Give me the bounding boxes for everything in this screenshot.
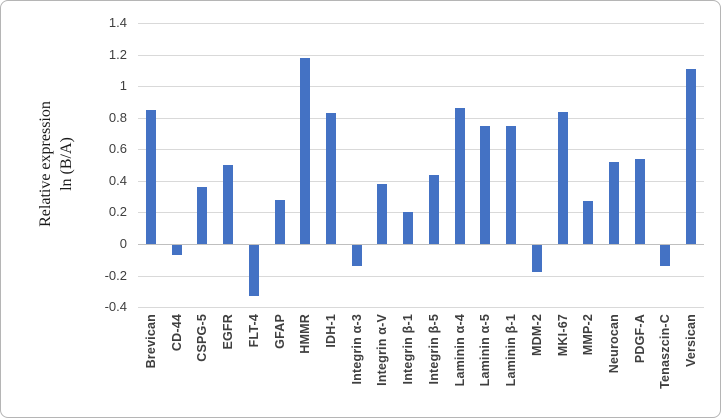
bar-Integrin β-1 xyxy=(403,212,414,244)
bar-GFAP xyxy=(274,199,285,244)
x-category-label: MKI-67 xyxy=(555,314,570,357)
y-tick-label: 1.4 xyxy=(108,15,127,31)
x-category-label: Integrin β-5 xyxy=(426,314,441,385)
x-category-label: IDH-1 xyxy=(324,314,338,348)
gridline xyxy=(138,54,704,56)
y-tick-label: 1 xyxy=(119,78,127,94)
y-tick-label: 0.8 xyxy=(108,109,127,125)
gridline xyxy=(138,117,704,119)
gridline xyxy=(138,86,704,88)
bar-MDM-2 xyxy=(531,245,542,272)
bar-EGFR xyxy=(223,165,233,244)
gridline xyxy=(138,23,704,25)
bar-Laminin α-4 xyxy=(454,108,465,244)
y-axis-title-line2: ln (B/A) xyxy=(58,137,75,191)
x-category-label: Laminin α-4 xyxy=(452,314,467,387)
x-category-label: Tenaszcin-C xyxy=(658,314,673,389)
bar-CSPG-5 xyxy=(197,187,208,244)
bar-HMMR xyxy=(300,57,311,244)
bar-PDGF-A xyxy=(634,158,645,244)
bar-IDH-1 xyxy=(326,113,336,244)
gridline xyxy=(138,149,704,151)
x-category-label: CD-44 xyxy=(169,314,184,352)
y-tick-label: 0.4 xyxy=(108,172,127,188)
x-category-label: GFAP xyxy=(272,314,287,349)
x-category-label: HMMR xyxy=(298,314,313,354)
y-tick-label: 1.2 xyxy=(108,46,127,62)
y-tick-label: 0 xyxy=(119,236,127,251)
y-tick-label: 0.2 xyxy=(108,204,127,220)
x-category-label: PDGF-A xyxy=(632,314,647,364)
bar-Tenaszcin-C xyxy=(660,245,671,266)
y-tick-label: 0.6 xyxy=(108,141,127,157)
bar-Integrin β-5 xyxy=(428,174,439,244)
y-tick-label: -0.4 xyxy=(104,299,127,315)
bar-Integrin α-3 xyxy=(351,245,362,266)
x-category-label: FLT-4 xyxy=(246,314,261,348)
gridline xyxy=(138,275,704,277)
x-category-label: Laminin β-1 xyxy=(504,314,518,387)
gridline xyxy=(138,307,704,309)
gridline xyxy=(138,180,704,182)
bar-Neurocan xyxy=(609,162,619,244)
bar-Versican xyxy=(686,68,697,244)
x-category-label: Versican xyxy=(684,314,699,368)
bar-FLT-4 xyxy=(248,245,259,296)
x-category-label: EGFR xyxy=(221,314,235,350)
x-category-label: Integrin α-V xyxy=(375,314,390,386)
bar-Laminin α-5 xyxy=(480,125,491,244)
x-category-label: MMP-2 xyxy=(581,314,596,356)
gridline xyxy=(138,212,704,214)
bar-CD-44 xyxy=(171,245,182,255)
x-category-label: Integrin β-1 xyxy=(401,314,416,385)
x-category-label: Brevican xyxy=(143,314,158,369)
bar-Integrin α-V xyxy=(377,184,388,244)
x-category-label: CSPG-5 xyxy=(195,314,210,362)
x-category-label: Neurocan xyxy=(607,314,621,374)
bar-Laminin β-1 xyxy=(506,125,516,244)
bar-MMP-2 xyxy=(583,201,594,244)
bar-MKI-67 xyxy=(557,111,568,244)
x-category-label: Integrin α-3 xyxy=(349,314,364,385)
y-axis-title-text: Relative expression ln (B/A) xyxy=(35,34,77,294)
x-axis-line xyxy=(138,244,704,245)
x-category-label: MDM-2 xyxy=(529,314,544,356)
y-axis-title-line1: Relative expression xyxy=(37,101,54,227)
x-category-label: Laminin α-5 xyxy=(478,314,493,387)
bar-Brevican xyxy=(145,109,156,244)
y-tick-label: -0.2 xyxy=(104,267,127,283)
